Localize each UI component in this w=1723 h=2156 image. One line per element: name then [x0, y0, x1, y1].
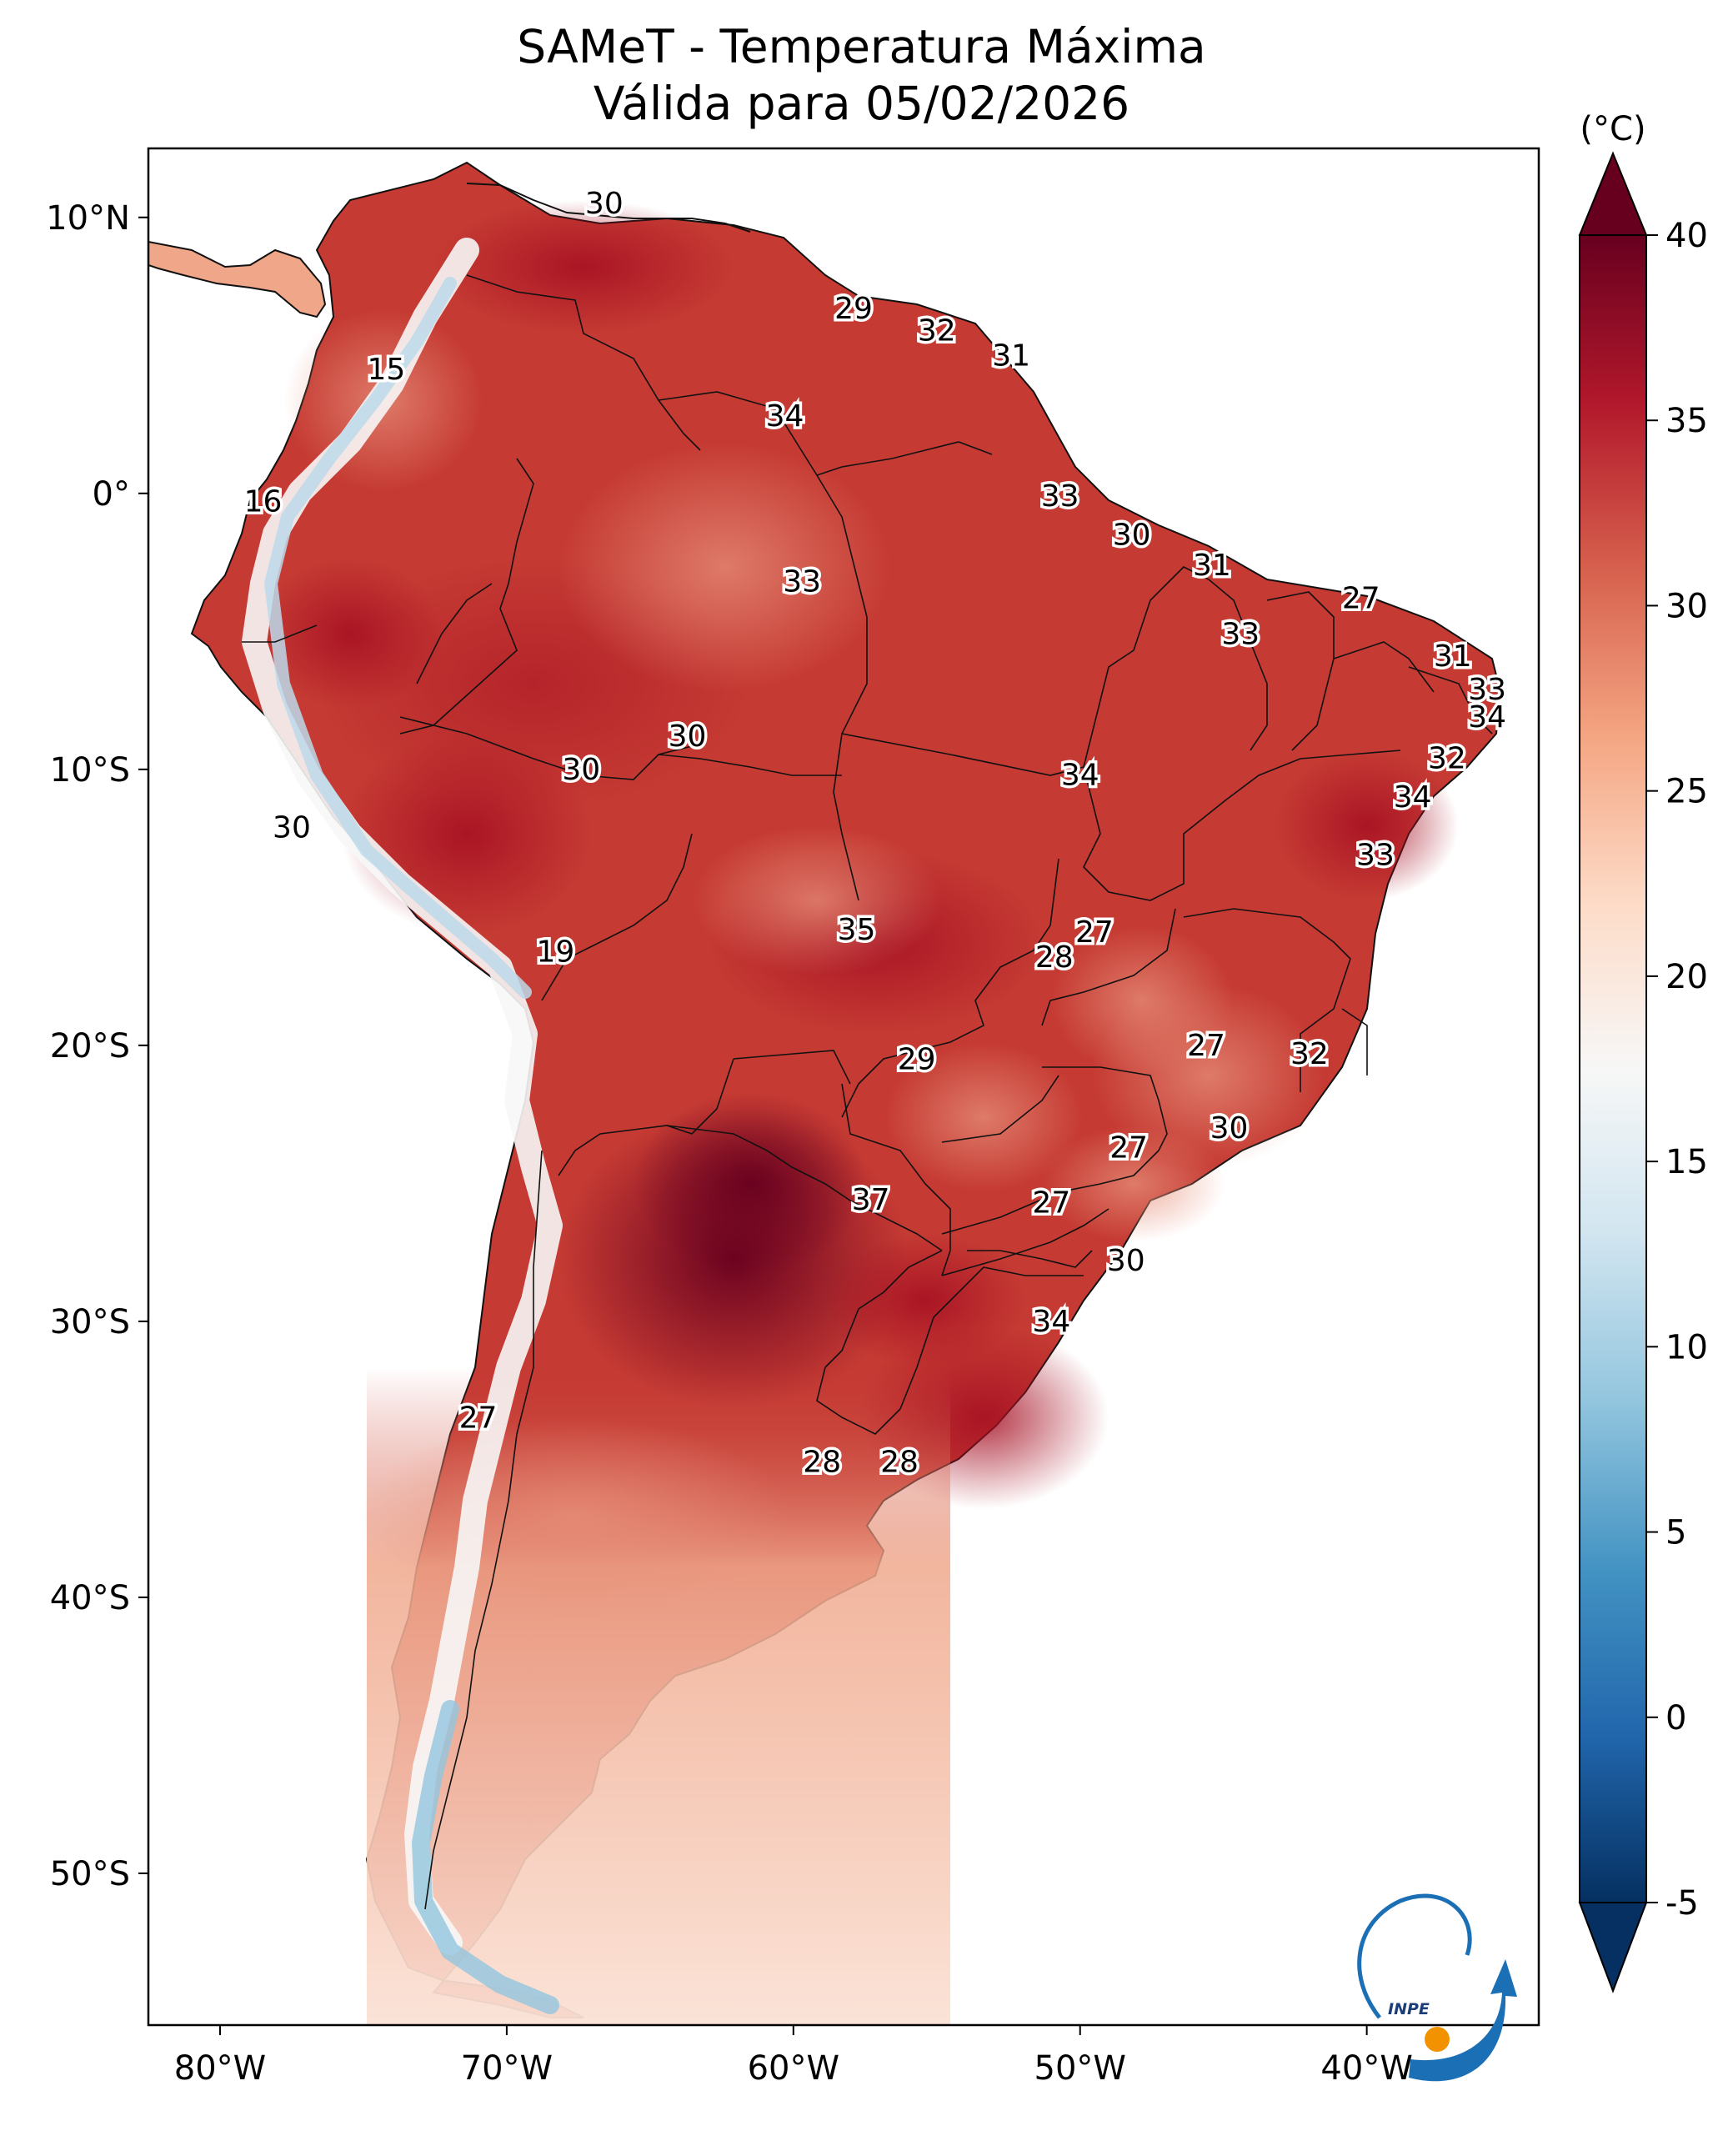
- colorbar-tick-label: 35: [1665, 402, 1708, 440]
- inpe-logo-sun-icon: [1425, 2027, 1450, 2052]
- temperature-label: 31: [1193, 549, 1231, 583]
- temperature-label: 29: [834, 292, 873, 326]
- temperature-label: 33: [1468, 673, 1506, 707]
- colorbar-tick-label: -5: [1665, 1884, 1699, 1923]
- temperature-label: 16: [244, 485, 283, 519]
- colorbar-upper-extend: [1578, 151, 1648, 236]
- lon-tick-label: 80°W: [174, 2049, 266, 2088]
- temperature-label: 34: [1394, 780, 1432, 815]
- longitude-ticks: 80°W 70°W 60°W 50°W 40°W: [174, 2025, 1413, 2088]
- map-axes-frame: [147, 147, 1540, 2027]
- colorbar-tick-label: 0: [1665, 1699, 1686, 1737]
- temperature-label: 33: [1041, 479, 1079, 514]
- inpe-logo-arrow-icon: [1409, 1959, 1517, 2082]
- temperature-label: 33: [783, 565, 821, 599]
- temperature-field: [258, 200, 1459, 2025]
- inpe-logo: INPE: [1357, 1893, 1517, 2082]
- temperature-label: 27: [1032, 1186, 1070, 1221]
- temperature-label: 33: [1221, 618, 1260, 652]
- temperature-label: 33: [1356, 838, 1395, 872]
- colorbar-tick-label: 40: [1665, 217, 1708, 255]
- temperature-label: 34: [1032, 1305, 1070, 1339]
- temperature-label: 32: [918, 313, 956, 348]
- temperature-label: 19: [536, 935, 574, 969]
- temperature-label: 34: [1061, 758, 1099, 792]
- lat-tick-label: 10°S: [50, 751, 130, 790]
- temperature-label: 30: [1107, 1244, 1145, 1278]
- temperature-label: 30: [562, 753, 600, 787]
- lat-tick-label: 10°N: [46, 199, 130, 238]
- temperature-label: 30: [585, 187, 624, 221]
- colorbar-tick-label: 20: [1665, 958, 1708, 996]
- inpe-logo-text: INPE: [1388, 2000, 1430, 2018]
- temperature-label: 30: [1210, 1111, 1249, 1146]
- temperature-label: 31: [1434, 639, 1472, 674]
- colorbar-tick-label: 10: [1665, 1328, 1708, 1366]
- temperature-label: 27: [459, 1401, 498, 1436]
- title-line-2: Válida para 05/02/2026: [593, 77, 1130, 130]
- temperature-label: 15: [368, 353, 406, 387]
- temperature-label: 35: [838, 913, 876, 947]
- lon-tick-label: 60°W: [748, 2049, 839, 2088]
- temperature-label: 37: [852, 1183, 890, 1217]
- colorbar-tick-label: 5: [1665, 1514, 1686, 1552]
- colorbar-lower-extend: [1578, 1902, 1648, 1993]
- title-line-1: SAMeT - Temperatura Máxima: [517, 20, 1206, 73]
- colorbar-unit-label: (°C): [1580, 110, 1645, 148]
- temperature-label: 29: [898, 1042, 936, 1076]
- colorbar-tick-label: 15: [1665, 1143, 1708, 1181]
- lat-tick-label: 0°: [93, 475, 130, 514]
- temperature-label: 32: [1428, 742, 1466, 776]
- lon-tick-label: 40°W: [1320, 2049, 1412, 2088]
- lat-tick-label: 40°S: [50, 1579, 130, 1617]
- temperature-label: 27: [1187, 1029, 1225, 1063]
- lat-tick-label: 20°S: [50, 1027, 130, 1065]
- temperature-label: 32: [1290, 1037, 1329, 1071]
- colorbar: (°C) 40 35 30 25 20 15 10 5 0 -5: [1578, 110, 1708, 1993]
- temperature-label: 28: [1035, 940, 1074, 975]
- map-area: [148, 161, 1502, 2025]
- temperature-label: 30: [669, 720, 707, 754]
- temperature-label: 34: [1468, 700, 1506, 735]
- temperature-label: 27: [1342, 582, 1380, 616]
- lat-tick-label: 30°S: [50, 1303, 130, 1341]
- map-title: SAMeT - Temperatura Máxima Válida para 0…: [0, 18, 1723, 132]
- andes-cold-core: [264, 277, 532, 999]
- inpe-logo-orbit-icon: [1357, 1893, 1472, 2019]
- lon-tick-label: 50°W: [1034, 2049, 1126, 2088]
- colorbar-tick-label: 25: [1665, 773, 1708, 811]
- colorbar-body: [1579, 234, 1647, 1903]
- political-borders: [242, 274, 1493, 1910]
- temperature-label: 27: [1109, 1131, 1148, 1165]
- lat-tick-label: 50°S: [50, 1855, 130, 1893]
- temperature-label: 34: [766, 399, 804, 434]
- lon-tick-label: 70°W: [461, 2049, 553, 2088]
- temperature-label: 30: [273, 810, 311, 845]
- colorbar-tick-label: 30: [1665, 587, 1708, 625]
- temperature-label: 28: [880, 1446, 919, 1480]
- temperature-label: 30: [1113, 518, 1151, 552]
- temperature-label: 28: [803, 1446, 841, 1480]
- coastline-caribbean: [466, 183, 751, 233]
- colorbar-ticks: 40 35 30 25 20 15 10 5 0 -5: [1646, 217, 1708, 1923]
- panama-isthmus: [148, 240, 327, 318]
- latitude-ticks: 10°N 0° 10°S 20°S 30°S 40°S 50°S: [46, 199, 148, 1893]
- temperature-label: 31: [992, 338, 1030, 373]
- temperature-label: 27: [1075, 915, 1114, 950]
- patagonia-cold-core: [412, 1700, 559, 2014]
